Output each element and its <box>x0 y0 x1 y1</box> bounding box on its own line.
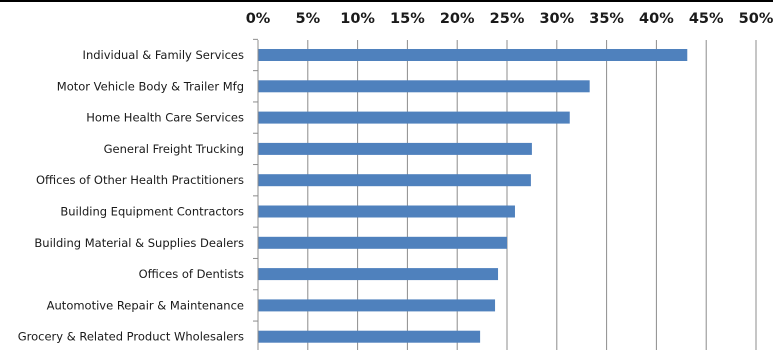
bar <box>258 111 570 124</box>
x-tick-label: 30% <box>539 11 574 27</box>
category-label: Motor Vehicle Body & Trailer Mfg <box>57 79 244 93</box>
x-axis-tick-labels: 0% 5% 10% 15% 20% 25% 30% 35% 40% 45% 50% <box>246 11 773 27</box>
bars <box>258 49 688 343</box>
x-tick-label: 0% <box>246 11 271 27</box>
x-tick-label: 50% <box>739 11 773 27</box>
category-labels: Individual & Family Services Motor Vehicl… <box>18 38 258 344</box>
bar <box>258 268 499 281</box>
x-tick-label: 15% <box>390 11 425 27</box>
x-tick-label: 35% <box>589 11 624 27</box>
category-label: Grocery & Related Product Wholesalers <box>18 330 244 344</box>
bar <box>258 142 532 155</box>
x-tick-label: 5% <box>295 11 320 27</box>
category-label: Offices of Other Health Practitioners <box>36 173 244 187</box>
category-label: General Freight Trucking <box>104 142 244 156</box>
category-label: Individual & Family Services <box>83 48 244 62</box>
category-label: Automotive Repair & Maintenance <box>47 298 244 312</box>
bar <box>258 80 590 93</box>
bar <box>258 49 688 61</box>
x-tick-label: 10% <box>340 11 375 27</box>
x-tick-label: 45% <box>689 11 724 27</box>
category-label: Home Health Care Services <box>86 111 244 125</box>
bar <box>258 299 496 312</box>
bar <box>258 174 531 187</box>
category-label: Building Material & Supplies Dealers <box>34 236 244 250</box>
bar <box>258 330 481 343</box>
x-tick-label: 25% <box>490 11 525 27</box>
x-tick-label: 20% <box>440 11 475 27</box>
category-label: Offices of Dentists <box>139 267 244 281</box>
category-label: Building Equipment Contractors <box>60 205 244 219</box>
x-tick-label: 40% <box>639 11 674 27</box>
bar <box>258 205 515 218</box>
bar <box>258 236 507 249</box>
